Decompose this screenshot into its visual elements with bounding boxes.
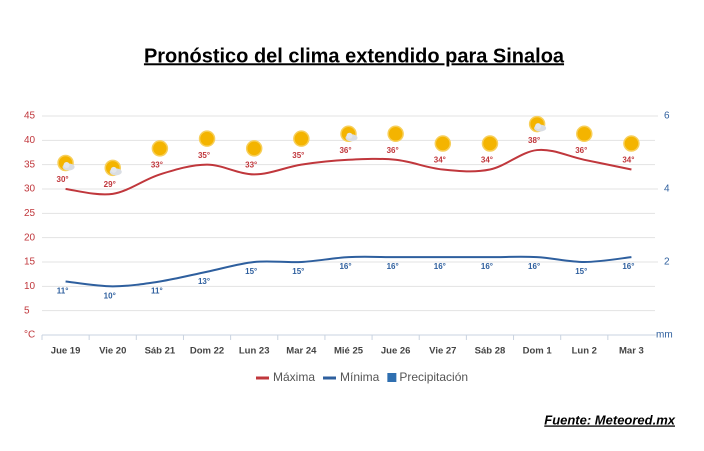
legend-label: Mínima: [340, 370, 380, 384]
sun: [576, 125, 593, 143]
y2-tick-label: 4: [664, 184, 670, 195]
data-label: 35°: [198, 151, 210, 160]
y-tick-label: 35: [24, 159, 36, 170]
y-tick-label: 40: [24, 135, 36, 146]
weather-icon: [245, 140, 263, 157]
data-label: 16°: [622, 262, 634, 271]
legend-label: Precipitación: [399, 370, 468, 384]
x-tick-label: Sáb 21: [145, 346, 176, 357]
sun: [151, 140, 169, 157]
cloud: [110, 166, 117, 173]
data-label: 33°: [151, 161, 163, 170]
x-tick-label: Dom 22: [190, 346, 224, 357]
y-tick-label: 45: [24, 111, 36, 122]
y2-tick-label: 2: [664, 257, 670, 268]
weather-icon: [340, 125, 358, 143]
legend-label: Máxima: [273, 370, 315, 384]
data-label: 33°: [245, 161, 257, 170]
data-label: 15°: [575, 267, 587, 276]
weather-icon: [481, 135, 499, 152]
sun: [623, 135, 640, 152]
data-label: 16°: [387, 262, 399, 271]
data-label: 36°: [387, 146, 399, 155]
y-tick-label: 10: [24, 281, 36, 292]
y-tick-label: °C: [24, 330, 35, 341]
sun: [387, 125, 404, 143]
x-tick-label: Lun 23: [239, 346, 270, 357]
y2-tick-label: 6: [664, 111, 670, 122]
y-tick-label: 20: [24, 232, 36, 243]
weather-icon: [434, 135, 452, 152]
sun: [293, 130, 310, 147]
data-label: 11°: [151, 287, 163, 296]
x-tick-label: Vie 27: [429, 346, 456, 357]
data-label: 16°: [434, 262, 446, 271]
y-tick-label: 5: [24, 305, 30, 316]
legend-swatch: [387, 373, 397, 382]
sun: [434, 135, 452, 152]
weather-icon: [387, 125, 404, 143]
sun: [245, 140, 263, 157]
x-tick-label: Dom 1: [523, 346, 553, 357]
source: Fuente: Meteored.mx: [544, 412, 676, 427]
x-tick-label: Jue 19: [51, 346, 81, 357]
cloud: [535, 123, 542, 130]
data-label: 30°: [57, 175, 69, 184]
data-label: 10°: [104, 291, 116, 300]
sun: [198, 130, 216, 147]
weather-icon: [528, 115, 547, 133]
data-label: 16°: [339, 262, 351, 271]
data-label: 16°: [481, 262, 493, 271]
data-label: 13°: [198, 277, 210, 286]
data-label: 34°: [622, 156, 634, 165]
weather-icon: [151, 140, 169, 157]
data-label: 34°: [481, 156, 493, 165]
data-label: 11°: [57, 287, 69, 296]
x-tick-label: Mar 24: [286, 346, 317, 357]
x-tick-label: Mié 25: [334, 346, 364, 357]
data-label: 15°: [245, 267, 257, 276]
weather-icon: [104, 159, 122, 177]
y-tick-label: 30: [24, 184, 36, 195]
y-tick-label: 15: [24, 257, 36, 268]
weather-icon: [293, 130, 310, 147]
data-label: 29°: [104, 180, 116, 189]
cloud: [63, 162, 70, 168]
data-label: 36°: [339, 146, 351, 155]
line: [65, 255, 632, 288]
cloud: [346, 132, 353, 139]
x-tick-label: Sáb 28: [475, 346, 506, 357]
line: [65, 148, 632, 196]
data-label: 15°: [292, 267, 304, 276]
data-label: 16°: [528, 262, 540, 271]
weather-icon: [198, 130, 216, 147]
y2-tick-label: mm: [656, 330, 673, 341]
data-label: 36°: [575, 146, 587, 155]
weather-icon: [576, 125, 593, 143]
y-tick-label: 25: [24, 208, 36, 219]
data-label: 34°: [434, 156, 446, 165]
weather-icon: [623, 135, 640, 152]
x-tick-label: Mar 3: [619, 346, 644, 357]
x-tick-label: Vie 20: [99, 346, 126, 357]
weather-icon: [57, 154, 75, 172]
data-label: 38°: [528, 136, 540, 145]
chart-title: Pronóstico del clima extendido para Sina…: [144, 45, 565, 67]
x-tick-label: Jue 26: [381, 346, 411, 357]
x-tick-label: Lun 2: [572, 346, 597, 357]
data-label: 35°: [292, 151, 304, 160]
sun: [481, 135, 499, 152]
